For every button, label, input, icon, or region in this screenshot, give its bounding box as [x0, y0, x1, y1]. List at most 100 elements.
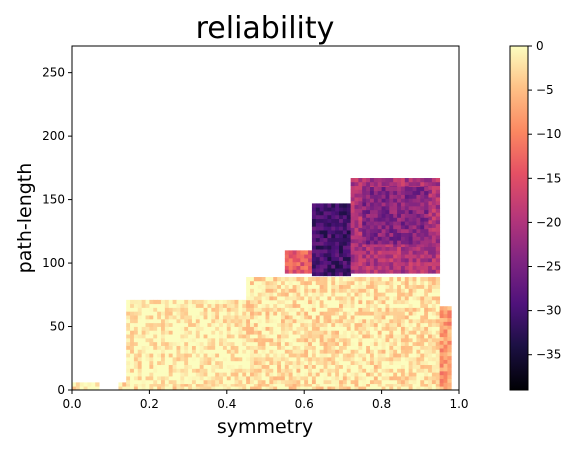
- heatmap-cell: [339, 315, 344, 320]
- heatmap-cell: [362, 198, 367, 203]
- heatmap-cell: [157, 357, 162, 362]
- heatmap-cell: [199, 372, 204, 377]
- heatmap-cell: [404, 318, 410, 324]
- heatmap-cell: [346, 315, 352, 320]
- heatmap-cell: [304, 364, 309, 369]
- heatmap-cell: [377, 334, 382, 339]
- heatmap-cell: [369, 376, 375, 381]
- heatmap-cell: [447, 378, 452, 383]
- heatmap-cell: [188, 303, 193, 308]
- heatmap-cell: [350, 307, 355, 312]
- heatmap-cell: [342, 237, 348, 242]
- heatmap-cell: [161, 357, 166, 362]
- heatmap-cell: [315, 386, 321, 391]
- heatmap-cell: [157, 307, 162, 312]
- heatmap-cell: [273, 330, 278, 335]
- heatmap-cell: [346, 326, 352, 331]
- heatmap-cell: [428, 349, 433, 354]
- heatmap-cell: [172, 307, 177, 312]
- heatmap-cell: [215, 307, 220, 312]
- heatmap-cell: [393, 307, 398, 312]
- heatmap-cell: [373, 221, 379, 226]
- heatmap-cell: [145, 326, 150, 331]
- heatmap-cell: [246, 315, 251, 320]
- heatmap-cell: [373, 190, 379, 195]
- heatmap-cell: [308, 311, 313, 316]
- heatmap-cell: [354, 364, 359, 369]
- heatmap-cell: [377, 236, 382, 241]
- heatmap-cell: [304, 353, 309, 358]
- heatmap-cell: [269, 280, 274, 286]
- heatmap-cell: [389, 284, 394, 289]
- heatmap-cell: [269, 315, 274, 320]
- heatmap-cell: [354, 288, 359, 293]
- heatmap-cell: [311, 207, 317, 212]
- heatmap-cell: [366, 368, 371, 373]
- heatmap-cell: [308, 277, 313, 282]
- heatmap-cell: [215, 382, 220, 387]
- heatmap-cell: [234, 299, 239, 305]
- heatmap-cell: [435, 254, 441, 259]
- heatmap-cell: [126, 322, 131, 327]
- heatmap-cell: [323, 364, 328, 369]
- heatmap-cell: [234, 341, 239, 346]
- heatmap-cell: [428, 376, 433, 381]
- heatmap-cell: [435, 250, 441, 255]
- heatmap-cell: [397, 228, 402, 233]
- heatmap-cell: [184, 315, 189, 320]
- heatmap-cell: [215, 360, 220, 366]
- heatmap-cell: [327, 382, 332, 387]
- heatmap-cell: [424, 209, 429, 214]
- heatmap-cell: [327, 318, 332, 324]
- heatmap-cell: [164, 364, 170, 369]
- heatmap-cell: [358, 284, 363, 289]
- heatmap-cell: [424, 360, 429, 366]
- heatmap-cell: [207, 379, 212, 385]
- heatmap-cell: [172, 303, 177, 308]
- heatmap-cell: [191, 341, 197, 346]
- heatmap-cell: [385, 190, 390, 195]
- heatmap-cell: [439, 378, 444, 383]
- heatmap-cell: [447, 317, 452, 322]
- heatmap-cell: [288, 254, 293, 259]
- heatmap-cell: [327, 307, 332, 312]
- heatmap-cell: [331, 376, 336, 381]
- heatmap-cell: [358, 219, 363, 225]
- heatmap-cell: [377, 345, 382, 350]
- heatmap-cell: [130, 357, 135, 362]
- heatmap-cell: [323, 334, 328, 339]
- heatmap-cell: [219, 303, 224, 308]
- heatmap-cell: [319, 386, 324, 391]
- heatmap-cell: [188, 311, 193, 316]
- heatmap-cell: [431, 200, 437, 206]
- heatmap-cell: [354, 382, 359, 387]
- heatmap-cell: [381, 379, 386, 385]
- heatmap-cell: [277, 360, 282, 366]
- heatmap-cell: [443, 367, 448, 372]
- heatmap-cell: [315, 368, 321, 373]
- heatmap-cell: [219, 349, 224, 354]
- heatmap-cell: [304, 254, 309, 259]
- y-tick-label: 250: [42, 66, 65, 80]
- heatmap-cell: [339, 364, 344, 369]
- heatmap-cell: [443, 351, 448, 357]
- heatmap-cell: [292, 261, 297, 266]
- heatmap-cell: [199, 315, 204, 320]
- heatmap-cell: [250, 364, 255, 369]
- heatmap-cell: [369, 330, 375, 335]
- heatmap-cell: [323, 249, 328, 254]
- heatmap-cell: [261, 357, 266, 362]
- heatmap-cell: [238, 318, 243, 324]
- heatmap-cell: [377, 181, 382, 187]
- heatmap-cell: [404, 322, 410, 327]
- heatmap-cell: [443, 363, 448, 368]
- heatmap-cell: [250, 379, 255, 385]
- heatmap-cell: [400, 221, 406, 226]
- heatmap-cell: [184, 303, 189, 308]
- heatmap-cell: [335, 318, 340, 324]
- heatmap-cell: [335, 345, 340, 350]
- heatmap-cell: [408, 202, 413, 207]
- heatmap-cell: [211, 368, 216, 373]
- heatmap-cell: [354, 231, 359, 236]
- heatmap-cell: [435, 360, 441, 366]
